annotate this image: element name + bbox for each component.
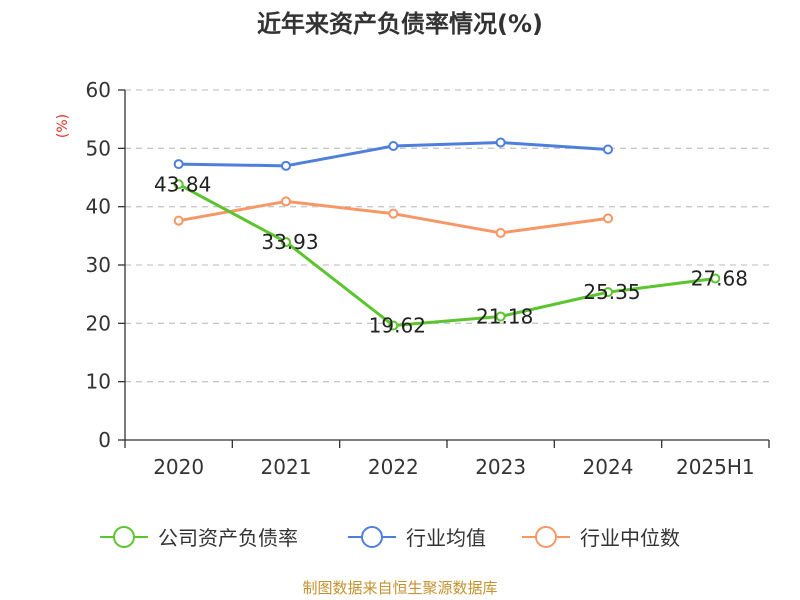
y-axis-unit: (%) [55, 114, 71, 138]
data-point [281, 160, 291, 171]
data-point [281, 237, 291, 248]
y-tick-label: 10 [86, 370, 111, 394]
x-tick-label: 2020 [153, 455, 204, 479]
data-point [603, 287, 613, 298]
data-point [495, 311, 506, 322]
data-point [495, 227, 506, 238]
y-tick-label: 30 [86, 253, 111, 277]
legend-marker [535, 526, 557, 548]
y-tick-label: 60 [86, 78, 111, 102]
data-point [173, 179, 184, 190]
axes: 0 10 20 30 40 50 60 2020 2021 2022 2023 2024 2025H1 [86, 78, 770, 479]
data-label: 43.84 [154, 172, 211, 196]
legend-label: 行业均值 [406, 526, 486, 550]
y-tick-label: 20 [86, 311, 111, 335]
data-point [710, 273, 721, 284]
data-label: 25.35 [583, 280, 640, 304]
series-line-company [177, 182, 716, 328]
grid [125, 89, 769, 383]
data-point [603, 213, 613, 224]
data-label: 27.68 [691, 267, 748, 291]
legend-label: 公司资产负债率 [158, 526, 298, 550]
legend-label: 行业中位数 [580, 526, 680, 550]
data-point [388, 141, 399, 151]
data-point [173, 215, 184, 226]
legend-marker [113, 526, 135, 548]
data-labels: 43.84 33.93 19.62 21.18 25.35 27.68 [154, 172, 748, 337]
y-tick-label: 50 [86, 136, 111, 160]
series [173, 137, 721, 331]
data-point [603, 144, 613, 155]
x-tick-label: 2021 [261, 455, 312, 479]
legend-marker [361, 526, 383, 548]
x-tick-label: 2023 [475, 455, 526, 479]
data-point [281, 196, 291, 207]
source-note: 制图数据来自恒生聚源数据库 [302, 579, 497, 597]
data-point [388, 208, 399, 219]
x-tick-label: 2022 [368, 455, 419, 479]
data-point [173, 159, 184, 170]
data-point [495, 137, 506, 148]
data-label: 33.93 [261, 230, 318, 254]
data-label: 19.62 [369, 314, 426, 338]
y-tick-label: 0 [98, 428, 111, 452]
data-label: 21.18 [476, 304, 533, 328]
x-tick-label: 2024 [583, 455, 634, 479]
data-point [388, 320, 399, 331]
chart-title: 近年来资产负债率情况(%) [257, 10, 543, 38]
x-tick-label: 2025H1 [676, 455, 755, 479]
legend: 公司资产负债率 行业均值 行业中位数 [100, 526, 680, 550]
y-tick-label: 40 [86, 195, 111, 219]
